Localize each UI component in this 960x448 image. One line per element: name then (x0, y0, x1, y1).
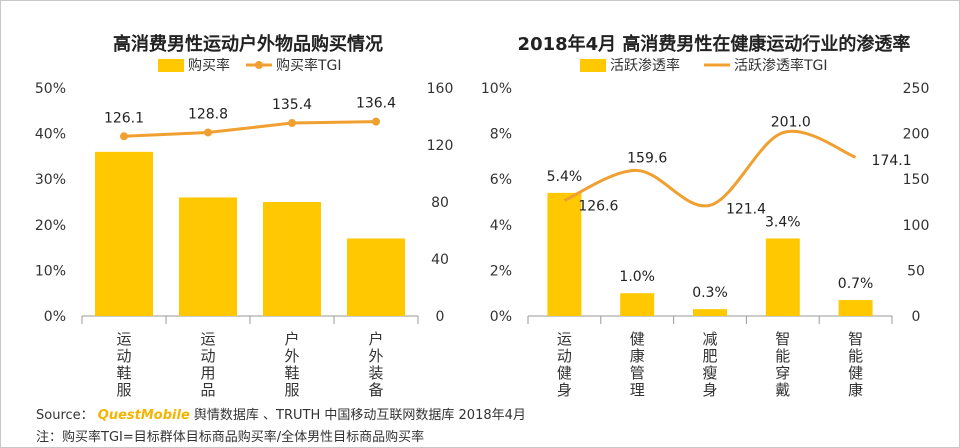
tgi-marker (288, 119, 296, 128)
x-category-label: 运动健身 (557, 330, 572, 399)
y-left-tick-label: 40% (35, 127, 66, 143)
y-left-tick-label: 8% (490, 127, 512, 143)
y-right-tick-label: 80 (431, 195, 449, 211)
y-right-tick-label: 100 (903, 218, 930, 234)
y-left-tick-label: 30% (35, 172, 66, 188)
line-label: 121.4 (726, 201, 766, 217)
y-right-tick-label: 160 (427, 81, 454, 97)
source-line: Source： QuestMobile 舆情数据库 、TRUTH 中国移动互联网… (36, 404, 526, 423)
x-category-label: 户外鞋服 (284, 330, 299, 399)
line-label: 136.4 (356, 96, 396, 112)
y-right-tick-label: 50 (907, 263, 925, 279)
line-label: 159.6 (627, 150, 667, 166)
y-left-tick-label: 4% (490, 218, 512, 234)
tgi-marker (372, 117, 380, 126)
legend-label-bar: 活跃渗透率 (610, 57, 680, 74)
questmobile-brand: QuestMobile (97, 408, 190, 423)
y-left-tick-label: 50% (35, 81, 66, 97)
tgi-line (123, 120, 377, 138)
bar (693, 309, 727, 316)
legend-swatch-bar (580, 59, 606, 72)
line-label: 126.1 (104, 110, 144, 126)
bar (95, 151, 153, 316)
bar (838, 300, 873, 316)
line-label: 126.6 (578, 199, 618, 215)
x-category-label: 运动鞋服 (116, 330, 131, 399)
bar-label: 5.4% (547, 169, 583, 185)
tgi-marker (120, 132, 128, 141)
y-right-tick-label: 120 (427, 138, 454, 154)
y-right-tick-label: 0 (436, 309, 445, 325)
legend-marker-line (255, 61, 263, 69)
y-left-tick-label: 10% (35, 263, 66, 279)
bar (179, 197, 237, 316)
x-category-label: 智能穿戴 (775, 330, 790, 399)
bar (547, 192, 582, 316)
note-line: 注：购买率TGI=目标群体目标商品购买率/全体男性目标商品购买率 (36, 430, 425, 445)
y-left-tick-label: 2% (490, 263, 512, 279)
legend-label-line: 购买率TGI (276, 57, 342, 74)
source-text: 舆情数据库 、TRUTH 中国移动互联网数据库 2018年4月 (193, 408, 526, 423)
x-category-label: 健康管理 (630, 330, 645, 399)
bar (765, 238, 800, 316)
x-category-label: 户外装备 (368, 330, 383, 399)
line-label: 128.8 (188, 106, 228, 122)
y-left-tick-label: 20% (35, 218, 66, 234)
x-category-label: 智能健康 (848, 330, 863, 399)
line-label: 135.4 (272, 97, 312, 113)
bar-label: 0.3% (692, 285, 728, 301)
bar (620, 293, 655, 316)
bar-label: 3.4% (765, 214, 801, 230)
line-label: 174.1 (872, 153, 912, 169)
legend-swatch-bar (158, 59, 184, 72)
chart-title: 高消费男性运动户外物品购买情况 (113, 33, 383, 55)
chart-title: 2018年4月 高消费男性在健康运动行业的渗透率 (518, 33, 911, 55)
y-right-tick-label: 200 (903, 127, 930, 143)
source-prefix: Source： (36, 408, 94, 423)
tgi-line (563, 129, 857, 208)
y-left-tick-label: 6% (490, 172, 512, 188)
y-left-tick-label: 10% (481, 81, 512, 97)
bar (263, 202, 321, 316)
legend-label-line: 活跃渗透率TGI (734, 57, 828, 74)
tgi-marker (204, 128, 212, 137)
bar-label: 0.7% (838, 276, 874, 292)
y-left-tick-label: 0% (44, 309, 66, 325)
legend-label-bar: 购买率 (188, 57, 230, 74)
y-right-tick-label: 250 (903, 81, 930, 97)
bar (347, 238, 405, 316)
y-right-tick-label: 40 (431, 252, 449, 268)
x-category-label: 运动用品 (200, 330, 215, 399)
line-label: 201.0 (771, 115, 811, 131)
y-right-tick-label: 150 (903, 172, 930, 188)
x-category-label: 减肥瘦身 (702, 330, 717, 399)
y-right-tick-label: 0 (912, 309, 921, 325)
y-left-tick-label: 0% (490, 309, 512, 325)
bar-label: 1.0% (619, 269, 655, 285)
